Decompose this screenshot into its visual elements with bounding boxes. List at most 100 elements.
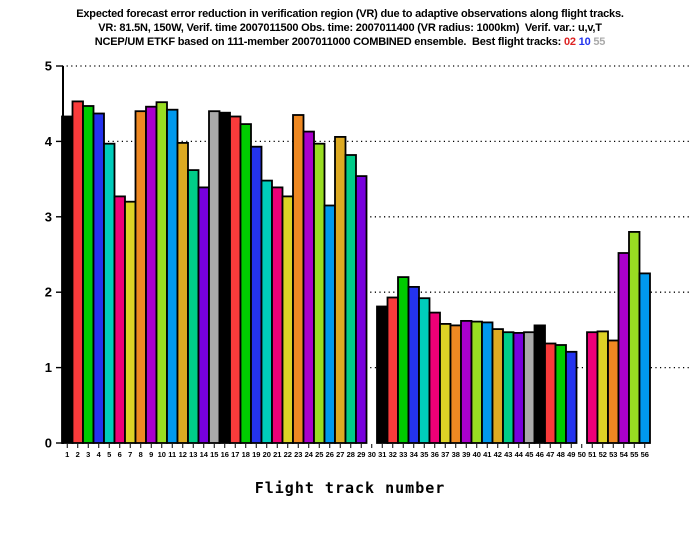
bar-24 [302,130,315,444]
x-tick-label-20: 20 [263,450,271,459]
x-tick-label-49: 49 [567,450,575,459]
bar-22 [281,195,294,444]
x-tick-label-30: 30 [368,450,376,459]
bar-17 [229,115,242,444]
x-tick-label-24: 24 [305,450,314,459]
x-tick-label-28: 28 [347,450,355,459]
bar-41 [481,321,494,444]
x-tick-label-26: 26 [326,450,334,459]
x-tick-label-41: 41 [483,450,491,459]
bar-14 [197,186,210,444]
x-tick-label-34: 34 [410,450,419,459]
bar-21 [271,186,284,444]
bar-19 [250,145,263,444]
bar-32 [386,296,399,444]
x-tick-label-1: 1 [65,450,69,459]
bar-34 [407,285,420,444]
bar-51 [586,331,599,444]
x-tick-label-12: 12 [179,450,187,459]
bar-49 [565,350,578,444]
bar-16 [218,111,231,444]
x-tick-label-33: 33 [399,450,407,459]
bar-43 [502,331,515,444]
x-tick-label-15: 15 [210,450,218,459]
chart-title-line-2: VR: 81.5N, 150W, Verif. time 2007011500 … [98,22,602,34]
bar-6 [113,195,126,444]
x-axis-title: Flight track number [254,479,446,497]
x-tick-label-27: 27 [336,450,344,459]
bar-48 [554,344,567,444]
bar-47 [544,342,557,444]
x-tick-label-35: 35 [420,450,428,459]
x-tick-label-21: 21 [273,450,281,459]
bar-29 [355,175,368,444]
x-tick-label-29: 29 [357,450,365,459]
bar-25 [313,142,326,444]
x-tick-label-48: 48 [557,450,565,459]
y-tick-label-2: 2 [45,285,52,300]
bar-31 [376,305,389,444]
bar-10 [155,101,168,444]
bar-8 [134,110,147,444]
x-tick-label-37: 37 [441,450,449,459]
x-tick-label-39: 39 [462,450,470,459]
bar-13 [187,169,200,444]
bar-33 [397,276,410,444]
x-tick-label-19: 19 [252,450,260,459]
x-tick-label-22: 22 [284,450,292,459]
bar-2 [71,100,84,444]
x-tick-label-53: 53 [609,450,617,459]
x-tick-label-17: 17 [231,450,239,459]
best-track-02: 02 [563,36,576,48]
bar-7 [124,200,137,444]
bar-3 [82,105,95,444]
best-track-55: 55 [590,36,606,48]
bar-4 [92,112,105,444]
bar-15 [208,110,221,444]
chart-title-line-3: NCEP/UM ETKF based on 111-member 2007011… [0,36,700,48]
x-tick-label-9: 9 [149,450,153,459]
bar-28 [344,154,357,444]
x-tick-label-8: 8 [139,450,143,459]
x-tick-label-2: 2 [76,450,80,459]
x-tick-label-44: 44 [515,450,524,459]
x-tick-label-52: 52 [599,450,607,459]
x-tick-label-4: 4 [97,450,102,459]
x-tick-label-45: 45 [525,450,533,459]
x-tick-label-54: 54 [620,450,629,459]
x-tick-label-25: 25 [315,450,323,459]
x-tick-label-40: 40 [473,450,481,459]
x-tick-label-16: 16 [221,450,229,459]
chart-title-line-1: Expected forecast error reduction in ver… [76,8,624,20]
y-tick-label-0: 0 [45,436,52,451]
bar-44 [512,331,525,444]
x-tick-label-38: 38 [452,450,460,459]
x-tick-label-10: 10 [158,450,166,459]
bar-12 [176,141,189,444]
x-tick-label-55: 55 [630,450,638,459]
x-tick-label-14: 14 [200,450,209,459]
bar-20 [260,179,273,444]
bar-35 [418,297,431,444]
bar-53 [607,339,620,444]
bar-52 [596,330,609,444]
bar-37 [439,322,452,444]
x-tick-label-51: 51 [588,450,596,459]
bar-18 [239,123,252,444]
x-tick-label-50: 50 [578,450,586,459]
x-tick-label-11: 11 [168,450,176,459]
bar-42 [491,328,504,444]
bar-27 [334,135,347,444]
bar-38 [449,324,462,444]
x-tick-label-46: 46 [536,450,544,459]
x-tick-label-47: 47 [546,450,554,459]
bar-46 [533,324,546,444]
x-tick-label-23: 23 [294,450,302,459]
best-track-10: 10 [575,36,591,48]
x-tick-label-3: 3 [86,450,90,459]
bar-56 [638,272,651,444]
y-tick-label-1: 1 [45,360,52,375]
x-tick-label-13: 13 [189,450,197,459]
